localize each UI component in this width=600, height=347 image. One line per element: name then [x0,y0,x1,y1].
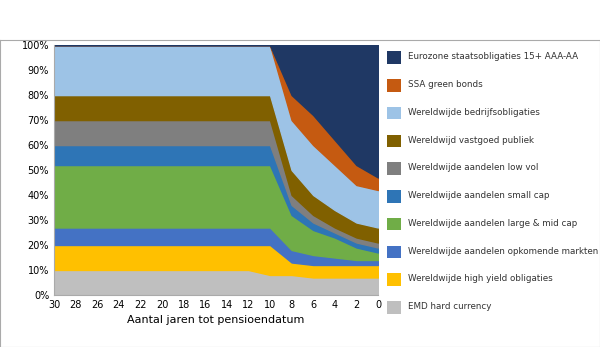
FancyBboxPatch shape [387,301,401,314]
Text: Wereldwijde bedrijfsobligaties: Wereldwijde bedrijfsobligaties [408,108,540,117]
FancyBboxPatch shape [387,79,401,92]
Text: Wereldwijde aandelen low vol: Wereldwijde aandelen low vol [408,163,538,172]
FancyBboxPatch shape [387,218,401,230]
Text: Wereldwijde aandelen small cap: Wereldwijde aandelen small cap [408,191,550,200]
FancyBboxPatch shape [387,246,401,258]
Text: Wereldwijde high yield obligaties: Wereldwijde high yield obligaties [408,274,553,283]
FancyBboxPatch shape [387,190,401,203]
FancyBboxPatch shape [387,135,401,147]
Text: Variabele uitkering (ontwikkeling beleggingsmix): Variabele uitkering (ontwikkeling belegg… [5,13,391,27]
Text: Eurozone staatsobligaties 15+ AAA-AA: Eurozone staatsobligaties 15+ AAA-AA [408,52,578,61]
Text: Wereldwijde aandelen opkomende markten: Wereldwijde aandelen opkomende markten [408,247,598,256]
Text: EMD hard currency: EMD hard currency [408,302,491,311]
Text: Wereldwijde aandelen large & mid cap: Wereldwijde aandelen large & mid cap [408,219,577,228]
FancyBboxPatch shape [387,51,401,64]
X-axis label: Aantal jaren tot pensioendatum: Aantal jaren tot pensioendatum [127,315,305,325]
Text: Wereldwijd vastgoed publiek: Wereldwijd vastgoed publiek [408,136,534,145]
FancyBboxPatch shape [387,273,401,286]
FancyBboxPatch shape [387,107,401,119]
FancyBboxPatch shape [387,162,401,175]
Text: SSA green bonds: SSA green bonds [408,80,483,89]
